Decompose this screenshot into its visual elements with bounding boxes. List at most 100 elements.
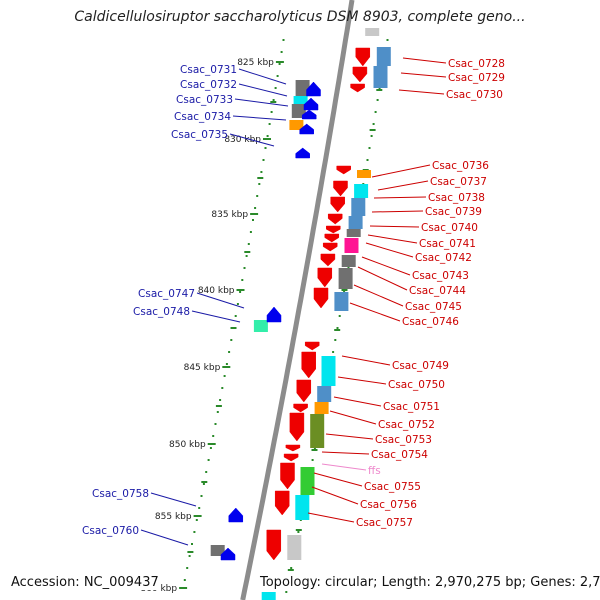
label-leader-lines: [140, 57, 447, 546]
backbone-line: [240, 0, 355, 600]
cog-box: [293, 96, 308, 104]
leader-line: [400, 72, 447, 78]
cog-box: [376, 47, 391, 66]
reverse-gene-label: Csac_0744: [409, 285, 466, 297]
leader-line: [341, 355, 391, 366]
track-dot-right: [290, 567, 293, 569]
reverse-gene-arrow: [274, 490, 290, 516]
forward-gene-label: Csac_0735: [171, 129, 228, 141]
track-dot-right: [297, 531, 300, 533]
forward-gene-arrow: [220, 547, 236, 561]
reverse-gene-label: Csac_0737: [430, 176, 487, 188]
cog-box: [341, 255, 356, 267]
track-dot-left: [266, 135, 269, 137]
reverse-gene-label: Csac_0751: [383, 401, 440, 413]
reverse-gene-label: Csac_0740: [421, 222, 478, 234]
reverse-gene-arrow: [283, 453, 299, 462]
leader-line: [150, 492, 197, 507]
track-dot-left: [193, 531, 196, 533]
cog-color-boxes: [210, 28, 391, 600]
leader-line: [238, 68, 287, 85]
track-dot-left: [243, 267, 246, 269]
scale-label: 830 kbp: [224, 135, 261, 145]
track-dot-left: [183, 579, 186, 581]
forward-gene-arrow: [266, 306, 282, 323]
forward-gene-arrow: [303, 97, 319, 111]
track-dot-left: [262, 159, 265, 161]
leader-line: [371, 164, 431, 178]
track-dot-left: [272, 99, 275, 101]
leader-line: [373, 196, 427, 199]
track-dot-left: [230, 339, 233, 341]
track-dot-right: [334, 339, 337, 341]
reverse-gene-label: Csac_0730: [446, 89, 503, 101]
reverse-gene-arrow: [289, 412, 305, 442]
leader-line: [325, 433, 374, 440]
cog-box: [344, 238, 359, 253]
cog-box: [338, 268, 353, 289]
track-dot-left: [228, 351, 231, 353]
track-dot-left: [249, 231, 252, 233]
forward-gene-label: Csac_0734: [174, 111, 231, 123]
track-dot-left: [276, 75, 279, 77]
leader-line: [377, 180, 429, 191]
reverse-gene-arrow: [304, 341, 320, 351]
track-dot-right: [332, 351, 335, 353]
cog-box: [253, 320, 268, 332]
track-dot-left: [191, 543, 193, 545]
cog-box: [334, 292, 349, 311]
track-dot-left: [234, 315, 237, 317]
track-dot-left: [225, 363, 228, 365]
map-title: Caldicellulosiruptor saccharolyticus DSM…: [74, 9, 526, 25]
accession-text: Accession: NC_009437: [9, 575, 161, 590]
track-dot-left: [195, 519, 198, 521]
track-dot-left: [245, 255, 248, 257]
gene-labels: Csac_0728 Csac_0729 Csac_0730 Csac_0736 Csac…: [82, 58, 505, 537]
leader-line: [349, 302, 401, 322]
cog-box: [365, 28, 380, 36]
leader-line: [232, 115, 287, 121]
reverse-gene-arrow: [352, 66, 368, 83]
track-dot-left: [274, 87, 277, 89]
leader-line: [353, 284, 404, 307]
track-dot-right: [370, 135, 373, 137]
forward-gene-arrow: [295, 147, 310, 159]
track-dot-left: [205, 471, 208, 473]
leader-line: [234, 98, 289, 107]
cog-box: [261, 592, 276, 600]
track-dot-left: [223, 375, 226, 377]
track-dot-right: [376, 99, 379, 101]
reverse-gene-label: Csac_0755: [364, 481, 421, 493]
reverse-gene-arrow: [336, 165, 351, 175]
leader-line: [337, 376, 387, 385]
reverse-gene-arrow: [327, 213, 343, 225]
cog-box: [287, 535, 302, 560]
track-dot-right: [311, 459, 314, 461]
gene-arrows: [220, 47, 371, 561]
cog-box: [295, 495, 310, 520]
cog-box: [321, 356, 336, 386]
track-dot-right: [372, 123, 375, 125]
track-dot-left: [212, 435, 215, 437]
reverse-gene-arrow: [296, 379, 312, 403]
leader-line: [357, 266, 408, 291]
track-dot-left: [207, 459, 210, 461]
track-dot-left: [268, 123, 271, 125]
reverse-gene-arrow: [320, 253, 336, 267]
reverse-gene-label: Csac_0746: [402, 316, 459, 328]
scale-label: 855 kbp: [155, 512, 192, 522]
cog-box: [346, 229, 361, 237]
genome-backbone: [240, 0, 355, 600]
reverse-gene-label: Csac_0729: [448, 72, 505, 84]
reverse-gene-arrow: [313, 287, 329, 309]
forward-gene-arrow: [228, 507, 244, 523]
leader-line: [140, 529, 189, 546]
reverse-gene-label: Csac_0753: [375, 434, 432, 446]
track-dot-left: [200, 495, 203, 497]
reverse-gene-label: Csac_0756: [360, 499, 417, 511]
reverse-gene-arrow: [333, 180, 348, 197]
reverse-gene-label: Csac_0752: [378, 419, 435, 431]
track-dot-left: [186, 567, 189, 569]
reverse-gene-label: Csac_0749: [392, 360, 449, 372]
